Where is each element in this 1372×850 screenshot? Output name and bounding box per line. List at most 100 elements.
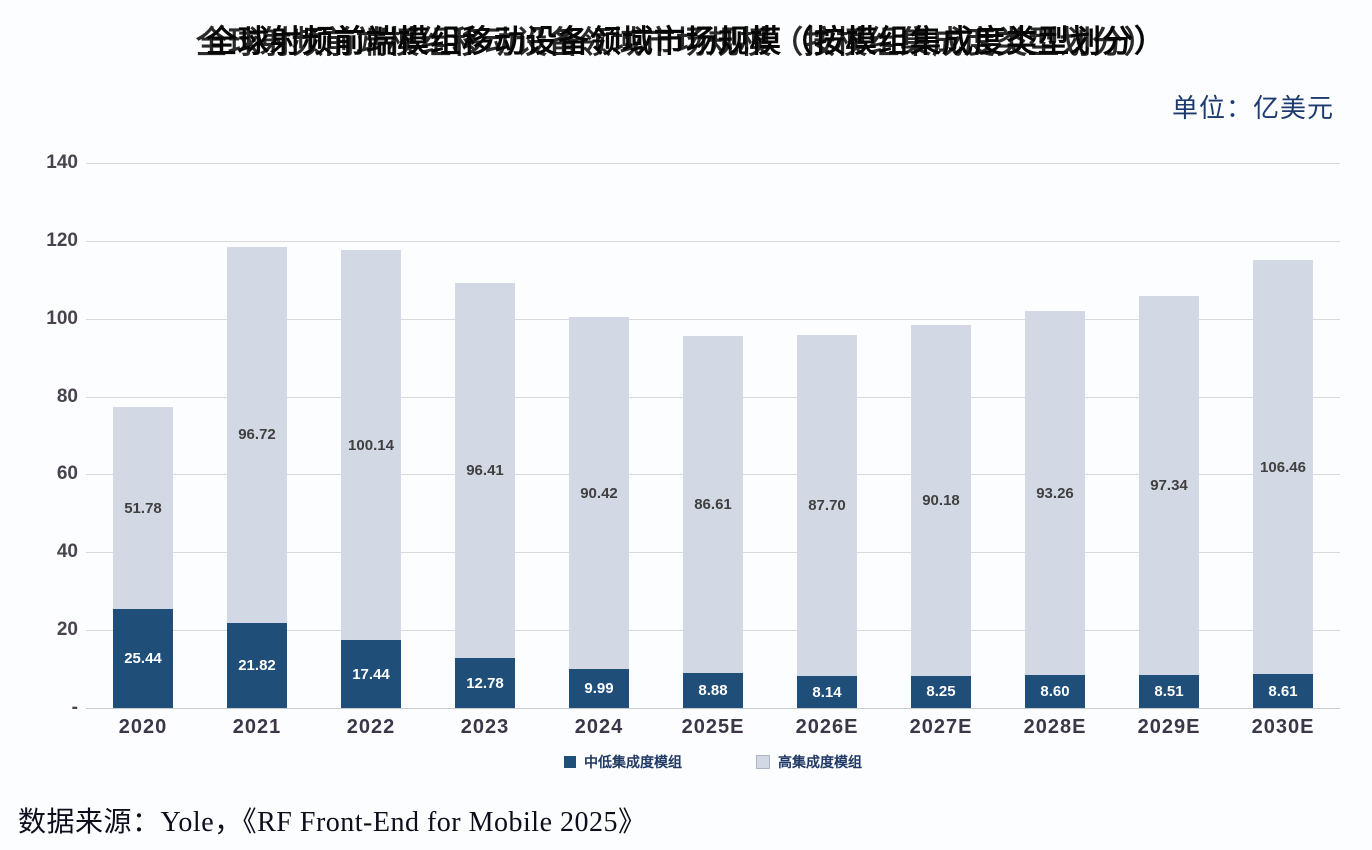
bar-column: 86.61 8.88 xyxy=(656,163,770,708)
gridline xyxy=(86,240,1340,242)
bar-column: 96.41 12.78 xyxy=(428,163,542,708)
x-tick-label: 2020 xyxy=(118,716,168,738)
value-label: 87.70 xyxy=(808,497,846,515)
bar-segment: 87.70 xyxy=(797,334,857,677)
bar-column: 87.70 8.14 xyxy=(770,163,884,708)
x-tick-label: 2024 xyxy=(574,716,624,738)
legend-item: 高集成度模组 xyxy=(756,752,862,772)
y-axis: - 20 40 60 80 100 120 140 xyxy=(0,152,78,718)
value-label: 12.78 xyxy=(466,674,504,692)
value-label: 97.34 xyxy=(1150,476,1188,494)
legend-label: 中低集成度模组 xyxy=(584,754,682,770)
value-label: 51.78 xyxy=(124,499,162,517)
x-tick-label: 2027E xyxy=(909,716,973,738)
bar-stack: 97.34 8.51 xyxy=(1139,163,1199,708)
x-tick-label: 2028E xyxy=(1023,716,1087,738)
bar-stack: 86.61 8.88 xyxy=(683,163,743,708)
bar-segment: 93.26 xyxy=(1025,311,1085,675)
legend: 中低集成度模组 高集成度模组 xyxy=(86,752,1340,772)
legend-swatch-icon xyxy=(564,756,576,768)
bar-segment: 8.88 xyxy=(683,673,743,708)
bars-row: 51.78 25.44 96.72 21.82 100.14 17.44 96.41 12.7… xyxy=(86,163,1340,708)
value-label: 8.60 xyxy=(1040,682,1070,700)
bar-segment: 8.51 xyxy=(1139,674,1199,708)
bar-segment: 9.99 xyxy=(569,669,629,708)
value-label: 100.14 xyxy=(348,436,394,454)
x-tick-label: 2029E xyxy=(1137,716,1201,738)
bar-stack: 93.26 8.60 xyxy=(1025,163,1085,708)
bar-segment: 51.78 xyxy=(113,407,173,609)
chart-plot: 51.78 25.44 96.72 21.82 100.14 17.44 96.41 12.7… xyxy=(86,163,1340,709)
bar-segment: 8.61 xyxy=(1253,674,1313,708)
y-tick-label: 120 xyxy=(46,229,78,251)
y-tick-label: 80 xyxy=(56,385,78,407)
gridline xyxy=(86,318,1340,320)
chart-title: 全球射频前端模组移动设备领域市场规模（按模组集成度类型划分） 全球射频前端模组移… xyxy=(0,16,1372,66)
bar-segment: 106.46 xyxy=(1253,260,1313,675)
value-label: 96.41 xyxy=(466,462,504,480)
bar-segment: 90.18 xyxy=(911,324,971,676)
value-label: 8.61 xyxy=(1268,682,1298,700)
bar-column: 93.26 8.60 xyxy=(998,163,1112,708)
bar-segment: 17.44 xyxy=(341,640,401,708)
value-label: 25.44 xyxy=(124,649,162,667)
value-label: 8.88 xyxy=(698,682,728,700)
source-note: 数据来源：Yole，《RF Front-End for Mobile 2025》 xyxy=(18,807,647,838)
y-tick-label: - xyxy=(71,697,78,718)
bar-segment: 86.61 xyxy=(683,336,743,674)
y-tick-label: 40 xyxy=(56,541,78,563)
value-label: 8.51 xyxy=(1154,682,1184,700)
value-label: 90.42 xyxy=(580,484,618,502)
value-label: 9.99 xyxy=(584,680,614,698)
bar-column: 106.46 8.61 xyxy=(1226,163,1340,708)
bar-column: 100.14 17.44 xyxy=(314,163,428,708)
bar-segment: 8.14 xyxy=(797,676,857,708)
bar-column: 90.42 9.99 xyxy=(542,163,656,708)
value-label: 21.82 xyxy=(238,657,276,675)
bar-stack: 100.14 17.44 xyxy=(341,163,401,708)
bar-segment: 96.41 xyxy=(455,282,515,659)
bar-segment: 100.14 xyxy=(341,250,401,641)
x-tick-label: 2023 xyxy=(460,716,510,738)
bar-stack: 90.42 9.99 xyxy=(569,163,629,708)
x-axis-line xyxy=(86,708,1340,709)
value-label: 106.46 xyxy=(1260,458,1306,476)
bar-segment: 21.82 xyxy=(227,623,287,708)
bar-stack: 87.70 8.14 xyxy=(797,163,857,708)
unit-label: 单位：亿美元 xyxy=(1171,94,1334,123)
legend-label: 高集成度模组 xyxy=(778,754,862,770)
legend-item: 中低集成度模组 xyxy=(564,752,682,772)
y-tick-label: 140 xyxy=(46,152,78,173)
value-label: 8.25 xyxy=(926,683,956,701)
y-tick-label: 60 xyxy=(56,463,78,485)
chart-title-ghost: 全球射频前端模组移动设备领域市场规模（按模组集成度类型划分） xyxy=(196,25,1156,60)
value-label: 90.18 xyxy=(922,491,960,509)
x-tick-label: 2030E xyxy=(1251,716,1315,738)
bar-segment: 97.34 xyxy=(1139,295,1199,675)
x-tick-label: 2025E xyxy=(681,716,745,738)
bar-column: 97.34 8.51 xyxy=(1112,163,1226,708)
value-label: 96.72 xyxy=(238,426,276,444)
bar-stack: 96.41 12.78 xyxy=(455,163,515,708)
bar-segment: 90.42 xyxy=(569,317,629,670)
bar-segment: 25.44 xyxy=(113,608,173,708)
bar-stack: 106.46 8.61 xyxy=(1253,163,1313,708)
legend-swatch-icon xyxy=(756,755,770,769)
bar-segment: 96.72 xyxy=(227,246,287,624)
x-tick-label: 2021 xyxy=(232,716,282,738)
x-axis: 2020 2021 2022 2023 2024 2025E 2026E 2027E 2028E… xyxy=(86,716,1340,739)
x-tick-label: 2026E xyxy=(795,716,859,738)
chart-title-text: 全球射频前端模组移动设备领域市场规模（按模组集成度类型划分） xyxy=(206,24,1166,59)
x-tick-label: 2022 xyxy=(346,716,396,738)
bar-stack: 51.78 25.44 xyxy=(113,163,173,708)
y-tick-label: 100 xyxy=(46,307,78,329)
bar-column: 51.78 25.44 xyxy=(86,163,200,708)
bar-segment: 8.25 xyxy=(911,675,971,708)
value-label: 86.61 xyxy=(694,496,732,514)
bar-column: 90.18 8.25 xyxy=(884,163,998,708)
bar-column: 96.72 21.82 xyxy=(200,163,314,708)
bar-stack: 96.72 21.82 xyxy=(227,163,287,708)
y-tick-label: 20 xyxy=(56,619,78,641)
bar-stack: 90.18 8.25 xyxy=(911,163,971,708)
